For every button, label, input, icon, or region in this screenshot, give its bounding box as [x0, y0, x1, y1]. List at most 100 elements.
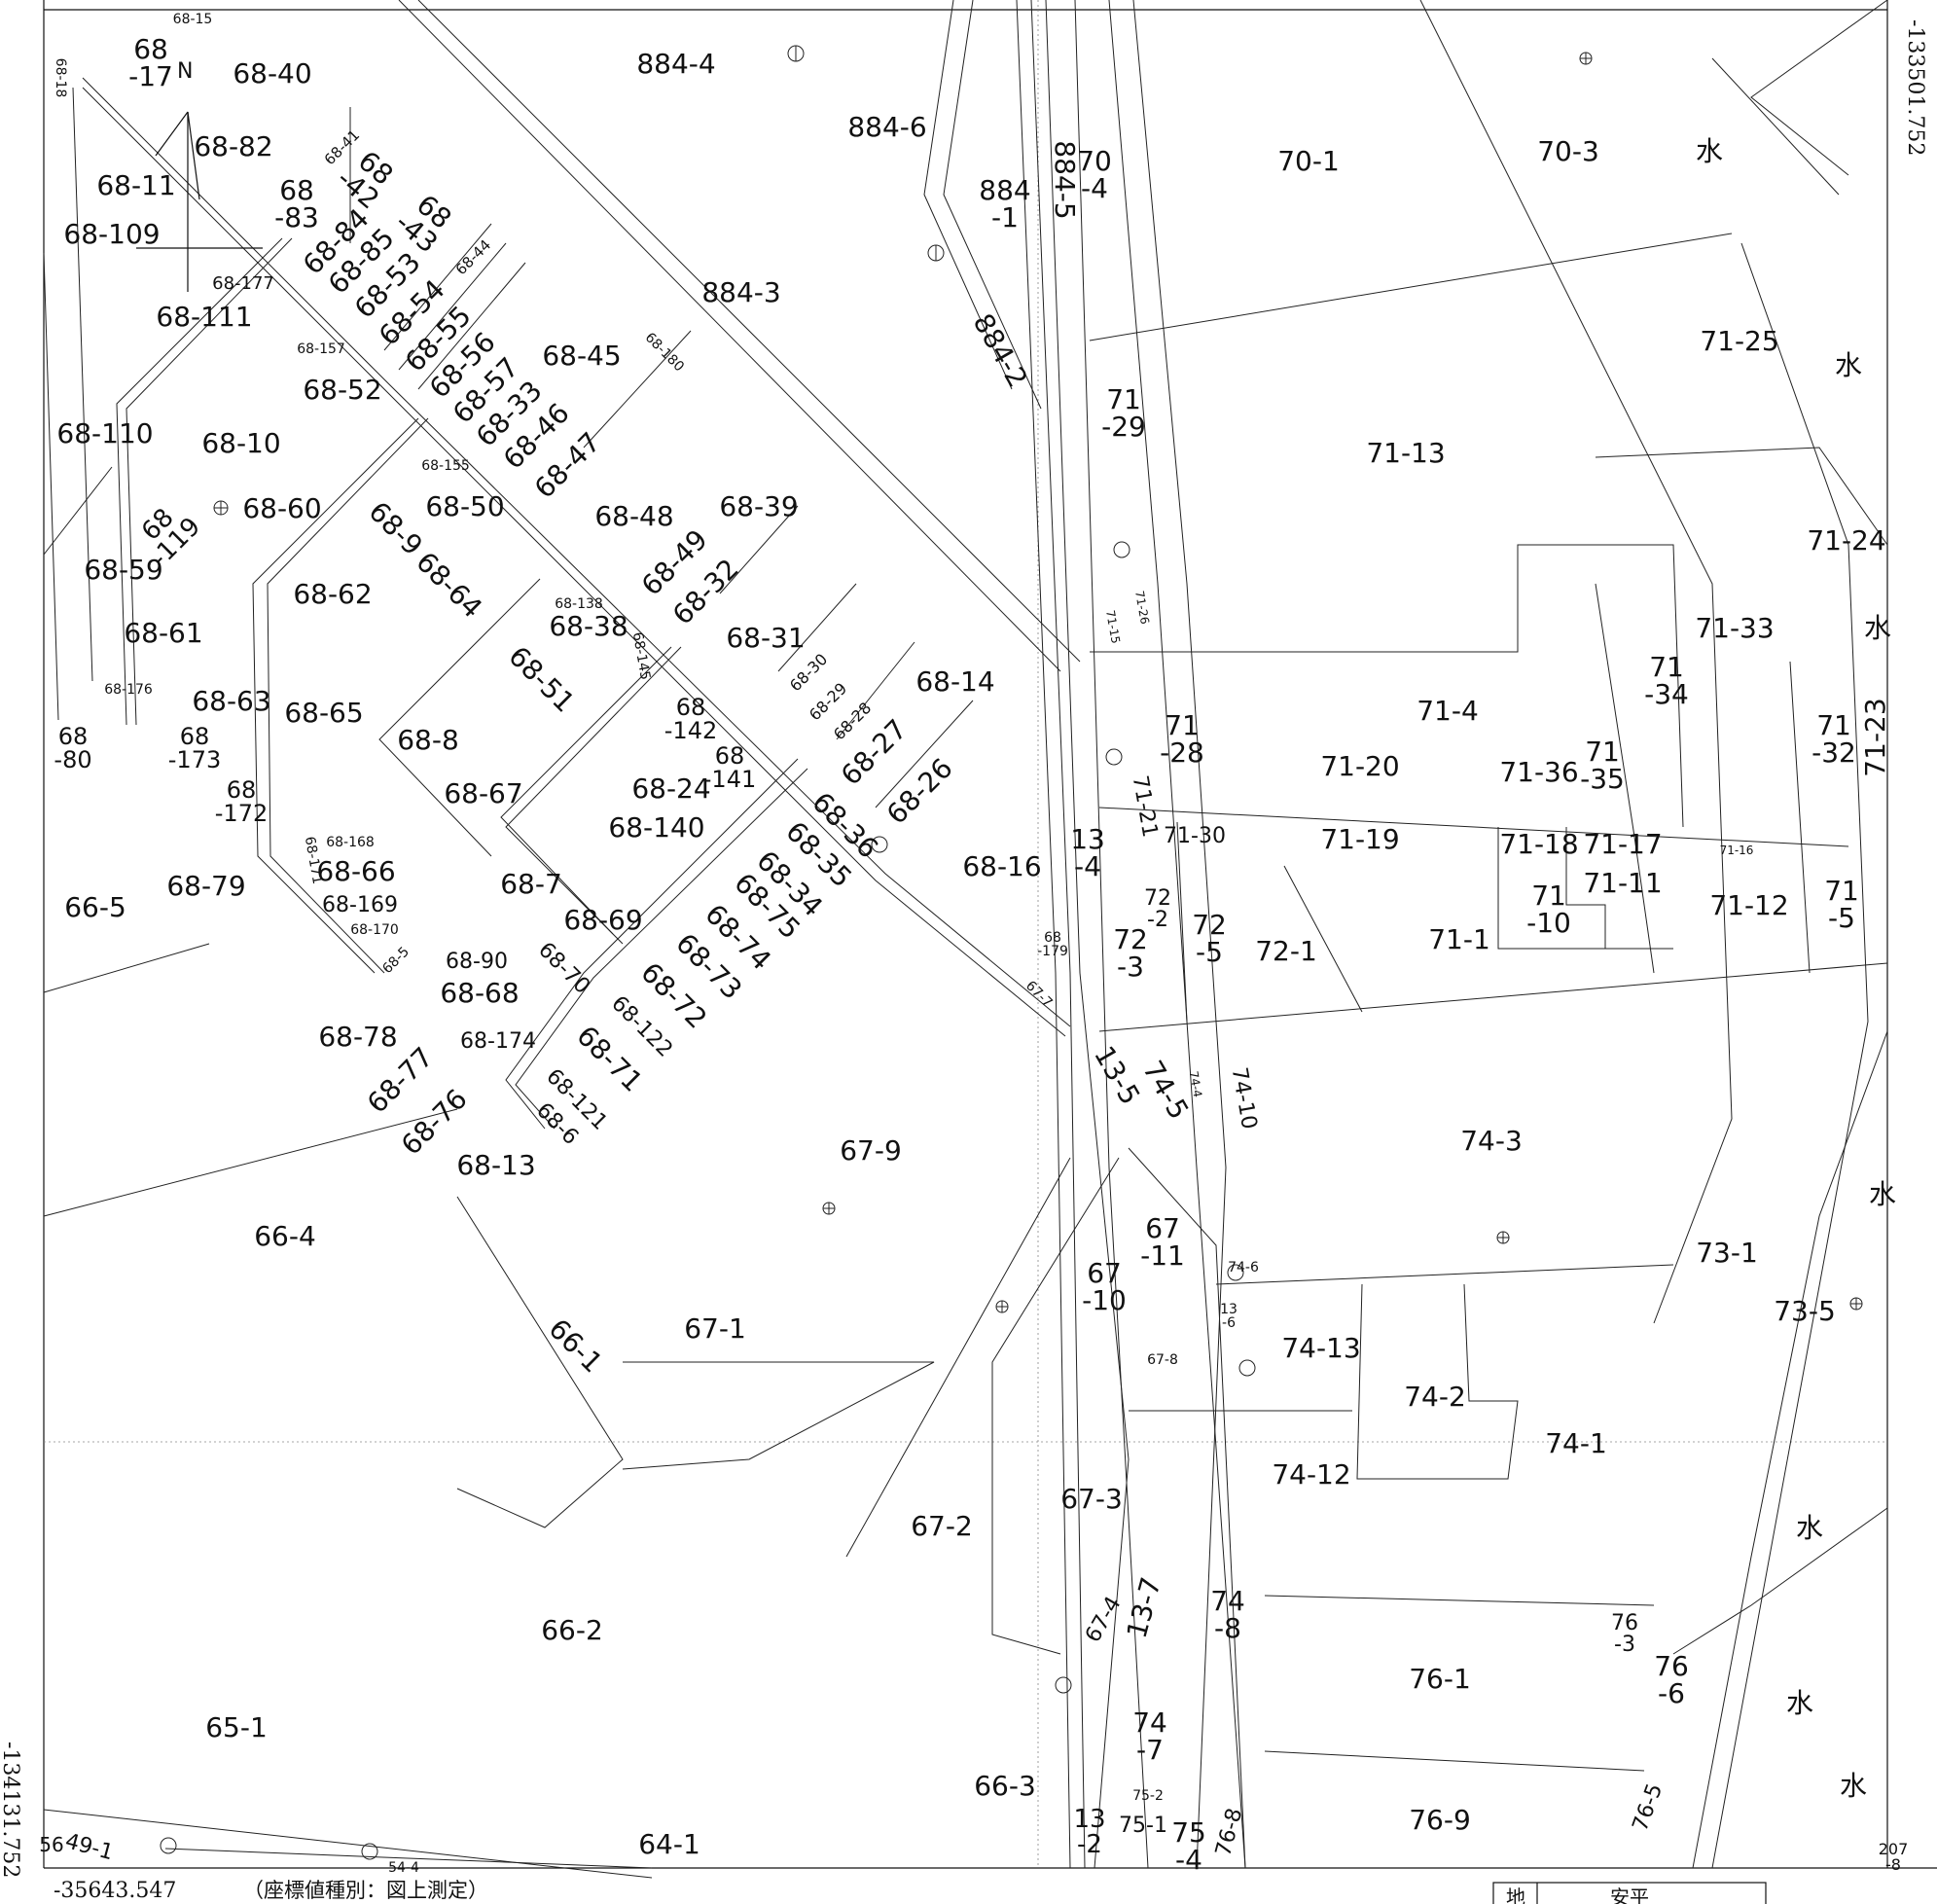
parcel-label-71-13: 71-13: [1366, 437, 1445, 469]
parcel-label-67-3: 67-3: [1060, 1483, 1123, 1515]
parcel-label-75-4: 75 -4: [1171, 1816, 1206, 1876]
parcel-label-13-4: 13 -4: [1070, 823, 1105, 882]
parcel-label-72-5: 72 -5: [1192, 909, 1227, 968]
parcel-label-71-17: 71-17: [1583, 828, 1662, 860]
parcel-label-68-61: 68-61: [124, 617, 202, 649]
parcel-label-884-4: 884-4: [636, 48, 715, 80]
parcel-label-71-36: 71-36: [1499, 756, 1578, 788]
parcel-label-68-65: 68-65: [284, 697, 363, 729]
parcel-label-68-82: 68-82: [194, 130, 272, 162]
parcel-label-75-1: 75-1: [1119, 1814, 1167, 1838]
parcel-label-74-13: 74-13: [1281, 1332, 1360, 1364]
parcel-label-74-7: 74 -7: [1132, 1706, 1167, 1766]
parcel-label-68-140: 68-140: [608, 811, 704, 844]
parcel-label-68-50: 68-50: [425, 490, 504, 522]
parcel-label-70-3: 70-3: [1537, 135, 1599, 167]
parcel-label-68-68: 68-68: [440, 977, 519, 1009]
parcel-label-68-24: 68-24: [631, 772, 710, 805]
parcel-label-73-5: 73-5: [1774, 1295, 1836, 1327]
parcel-label-68-17: 68 -17: [128, 33, 173, 92]
parcel-label-74-1: 74-1: [1545, 1427, 1607, 1459]
coord-bottom-left: -134131.752: [0, 1742, 22, 1878]
parcel-label-68-38: 68-38: [549, 610, 628, 642]
parcel-label-68-64: 68-64: [410, 546, 488, 625]
parcel-label-71-32: 71 -32: [1811, 709, 1856, 769]
parcel-label-71-21: 71-21: [1128, 773, 1163, 839]
parcel-label-71-12: 71-12: [1709, 889, 1788, 921]
parcel-label-71-15: 71-15: [1103, 609, 1123, 645]
parcel-label-71-33: 71-33: [1695, 612, 1774, 644]
parcel-label-68-18: 68-18: [53, 58, 68, 98]
parcel-label-71-29: 71 -29: [1101, 383, 1146, 443]
parcel-label-68-141: 68 -141: [703, 742, 756, 793]
parcel-label-76-6: 76 -6: [1654, 1650, 1689, 1709]
parcel-label-71-34: 71 -34: [1644, 651, 1689, 710]
coord-top-right: -133501.752: [1903, 19, 1927, 156]
parcel-label-68-8: 68-8: [397, 724, 459, 756]
parcel-label-76-8: 76-8: [1211, 1806, 1247, 1859]
parcel-label-74-2: 74-2: [1404, 1381, 1466, 1413]
parcel-label-71-25: 71-25: [1700, 325, 1778, 357]
parcel-label-68-13: 68-13: [456, 1149, 535, 1181]
parcel-label-68-44: 68-44: [452, 236, 495, 279]
parcel-label-68-14: 68-14: [915, 665, 994, 698]
parcel-label-68-145: 68-145: [629, 630, 653, 681]
parcel-label-68-39: 68-39: [719, 490, 798, 522]
parcel-label-74-12: 74-12: [1272, 1458, 1350, 1491]
parcel-label-68-109: 68-109: [63, 218, 160, 250]
north-label: N: [177, 59, 193, 84]
parcel-label-74-4: 74-4: [1187, 1070, 1205, 1098]
parcel-label-71-30: 71-30: [1164, 824, 1226, 848]
parcel-label-68-180: 68-180: [642, 330, 687, 375]
water-label: 水: [1835, 349, 1862, 381]
parcel-label-68-45: 68-45: [542, 340, 621, 372]
parcel-label-71-5: 71 -5: [1824, 875, 1859, 934]
parcel-label-67-9: 67-9: [840, 1134, 902, 1167]
parcel-label-74-3: 74-3: [1460, 1125, 1523, 1157]
water-label: 水: [1864, 612, 1891, 644]
parcel-label-68-66: 68-66: [316, 855, 395, 887]
parcel-label-71-20: 71-20: [1320, 750, 1399, 782]
parcel-label-68-174: 68-174: [460, 1029, 536, 1054]
parcel-label-71-23: 71-23: [1859, 698, 1891, 776]
parcel-label-68-110: 68-110: [56, 417, 153, 449]
parcel-label-68-177: 68-177: [212, 273, 274, 294]
grid-lines: [44, 0, 1887, 1868]
parcel-label-68-168: 68-168: [326, 835, 375, 850]
parcel-label-884-5: 884-5: [1049, 140, 1081, 219]
parcel-label-68-157: 68-157: [297, 341, 345, 357]
parcel-label-68-171: 68-171: [302, 835, 325, 885]
parcel-label-75-2: 75-2: [1132, 1788, 1164, 1804]
parcel-boundaries: [43, 0, 1888, 1879]
parcel-label-71-26: 71-26: [1132, 590, 1152, 626]
parcel-label-76-5: 76-5: [1629, 1780, 1668, 1834]
survey-marks: [160, 45, 1863, 1860]
parcel-label-67-4: 67-4: [1081, 1593, 1127, 1647]
water-label: 水: [1696, 135, 1723, 167]
parcel-label-68-26: 68-26: [880, 752, 959, 831]
water-label: 水: [1786, 1687, 1813, 1719]
parcel-label-68-62: 68-62: [293, 578, 372, 610]
parcel-label-68-111: 68-111: [156, 301, 252, 333]
parcel-label-74-5: 74-5: [1136, 1055, 1195, 1125]
parcel-label-884-6: 884-6: [847, 111, 926, 143]
parcel-label-49-1: 49-1: [62, 1829, 116, 1865]
water-label: 水: [1840, 1770, 1867, 1802]
parcel-label-68-10: 68-10: [201, 427, 280, 459]
parcel-label-54-4: 54-4: [388, 1860, 419, 1876]
parcel-label-68-31: 68-31: [726, 622, 805, 654]
parcel-label-76-9: 76-9: [1409, 1804, 1471, 1836]
parcel-label-65-1: 65-1: [205, 1711, 268, 1743]
parcel-label-68-80: 68 -80: [54, 723, 91, 773]
parcel-label-68-30: 68-30: [786, 650, 831, 695]
parcel-label-71-18: 71-18: [1499, 828, 1578, 860]
parcel-label-884-1: 884 -1: [979, 174, 1030, 234]
parcel-label-71-4: 71-4: [1417, 695, 1479, 727]
parcel-label-76-3: 76 -3: [1611, 1611, 1638, 1657]
parcel-label-68-173: 68 -173: [168, 723, 221, 773]
parcel-label-74-8: 74 -8: [1210, 1585, 1245, 1644]
legend-cell-2: 安平: [1610, 1886, 1649, 1904]
parcel-label-70-1: 70-1: [1277, 145, 1340, 177]
parcel-label-68-67: 68-67: [444, 777, 522, 809]
